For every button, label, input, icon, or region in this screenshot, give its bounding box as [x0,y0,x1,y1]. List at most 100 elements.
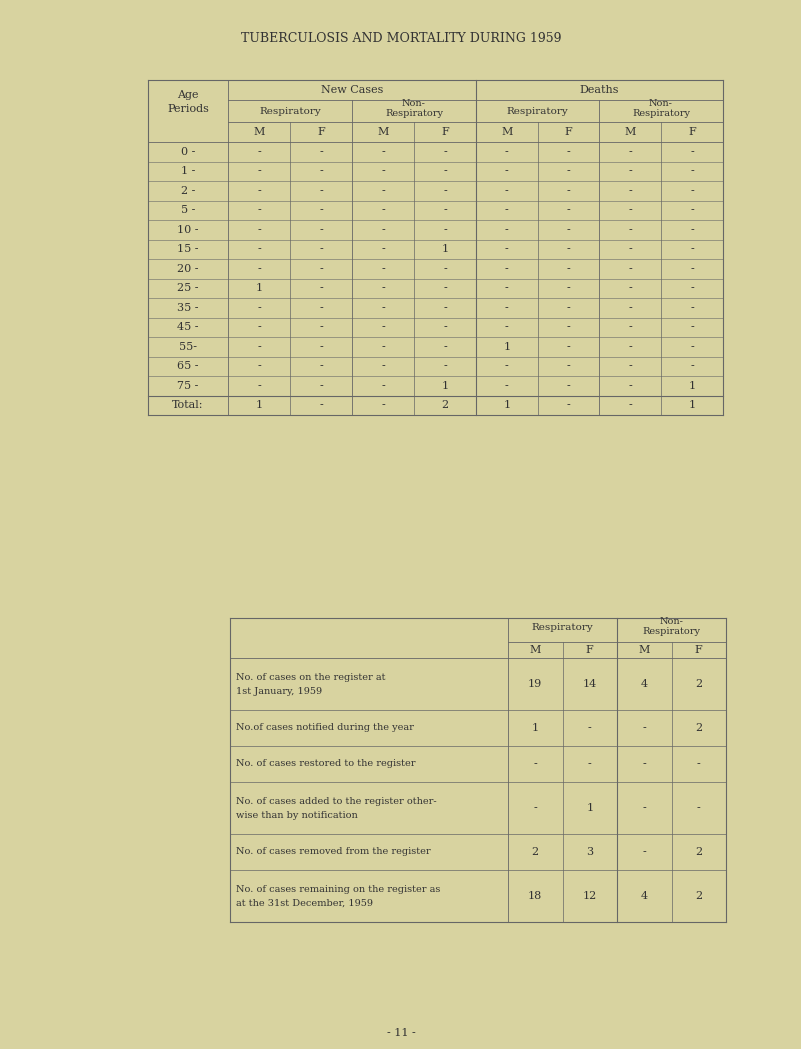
Text: -: - [381,342,384,351]
Text: 45 -: 45 - [177,322,199,333]
Text: F: F [688,127,696,137]
Text: 4: 4 [641,679,648,689]
Text: 1 -: 1 - [181,166,195,176]
Text: -: - [443,322,447,333]
Text: -: - [566,147,570,156]
Text: -: - [443,186,447,196]
Text: Age: Age [177,90,199,100]
Text: 19: 19 [528,679,542,689]
Text: -: - [690,206,694,215]
Text: Respiratory: Respiratory [632,108,690,117]
Text: - 11 -: - 11 - [387,1028,416,1039]
Text: 15 -: 15 - [177,244,199,254]
Text: 1: 1 [256,401,263,410]
Text: 5 -: 5 - [181,206,195,215]
Text: F: F [586,645,594,655]
Text: M: M [638,645,650,655]
Text: -: - [443,206,447,215]
Text: -: - [257,186,261,196]
Text: -: - [319,186,323,196]
Text: -: - [505,381,509,390]
Text: -: - [690,342,694,351]
Text: -: - [381,147,384,156]
Text: 2 -: 2 - [181,186,195,196]
Text: -: - [257,303,261,313]
Text: -: - [257,381,261,390]
Text: -: - [257,342,261,351]
Text: F: F [441,127,449,137]
Text: wise than by notification: wise than by notification [236,811,358,819]
Text: -: - [381,401,384,410]
Text: -: - [381,206,384,215]
Text: -: - [690,263,694,274]
Text: -: - [690,322,694,333]
Text: M: M [624,127,636,137]
Text: 2: 2 [695,891,702,901]
Text: 18: 18 [528,891,542,901]
Text: -: - [628,303,632,313]
Text: -: - [566,381,570,390]
Text: -: - [533,802,537,813]
Text: -: - [319,401,323,410]
Text: Periods: Periods [167,104,209,114]
Text: -: - [628,401,632,410]
Text: at the 31st December, 1959: at the 31st December, 1959 [236,899,373,907]
Text: -: - [443,342,447,351]
Text: -: - [505,244,509,254]
Text: -: - [566,224,570,235]
Text: -: - [628,381,632,390]
Text: -: - [443,224,447,235]
Text: No. of cases restored to the register: No. of cases restored to the register [236,759,416,769]
Text: Total:: Total: [172,401,203,410]
Text: 12: 12 [582,891,597,901]
Text: 2: 2 [695,679,702,689]
Text: -: - [697,802,701,813]
Text: -: - [505,303,509,313]
Text: 0 -: 0 - [181,147,195,156]
Text: -: - [257,166,261,176]
Text: -: - [319,303,323,313]
Text: -: - [257,147,261,156]
Text: -: - [642,759,646,769]
Text: -: - [566,186,570,196]
Text: 35 -: 35 - [177,303,199,313]
Text: -: - [690,186,694,196]
Text: 2: 2 [695,723,702,733]
Text: -: - [505,263,509,274]
Text: -: - [443,283,447,294]
Text: -: - [257,322,261,333]
Text: -: - [628,244,632,254]
Text: -: - [566,342,570,351]
Text: -: - [381,361,384,371]
Text: -: - [566,303,570,313]
Text: -: - [319,361,323,371]
Text: -: - [257,361,261,371]
Text: -: - [319,224,323,235]
Text: -: - [505,361,509,371]
Text: -: - [690,147,694,156]
Text: -: - [381,224,384,235]
Text: -: - [533,759,537,769]
Text: 1: 1 [688,401,695,410]
Text: -: - [628,342,632,351]
Text: F: F [565,127,572,137]
Text: No. of cases on the register at: No. of cases on the register at [236,672,385,682]
Text: -: - [505,147,509,156]
Text: -: - [505,166,509,176]
Text: -: - [566,361,570,371]
Text: -: - [690,303,694,313]
Text: -: - [690,361,694,371]
Text: 2: 2 [441,401,449,410]
Text: 1: 1 [256,283,263,294]
Text: No. of cases remaining on the register as: No. of cases remaining on the register a… [236,884,441,894]
Text: -: - [628,283,632,294]
Text: 20 -: 20 - [177,263,199,274]
Text: Non-: Non- [402,100,426,108]
Text: -: - [505,186,509,196]
Text: 65 -: 65 - [177,361,199,371]
Text: Respiratory: Respiratory [532,622,594,631]
Text: -: - [566,206,570,215]
Text: 1: 1 [688,381,695,390]
Text: -: - [443,166,447,176]
Text: -: - [319,244,323,254]
